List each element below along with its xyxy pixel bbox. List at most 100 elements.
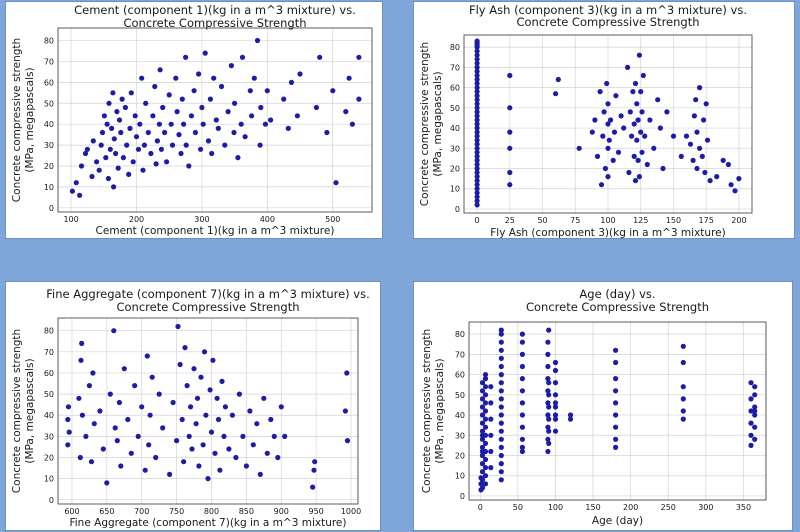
data-point	[179, 416, 185, 423]
data-point	[546, 392, 552, 398]
data-point	[186, 163, 192, 169]
data-point	[635, 117, 641, 123]
data-point	[479, 477, 486, 483]
data-point	[732, 188, 738, 194]
data-point	[239, 54, 246, 60]
data-point	[158, 146, 164, 152]
data-point	[174, 109, 180, 115]
data-point	[141, 142, 147, 148]
data-point	[635, 157, 641, 163]
data-point	[310, 484, 316, 490]
scatter-points	[69, 37, 362, 198]
y-tick-label: 70	[450, 63, 460, 72]
data-point	[474, 141, 480, 147]
x-axis-label: Age (day)	[592, 515, 643, 527]
data-point	[748, 432, 754, 438]
x-tick-label: 200	[623, 503, 638, 512]
data-point	[214, 395, 220, 401]
data-point	[212, 450, 218, 456]
x-tick-label: 150	[585, 503, 600, 512]
data-point	[183, 142, 189, 148]
x-axis-label: Fine Aggregate (component 7)(kg in a m^3…	[69, 517, 346, 529]
data-point	[222, 404, 228, 410]
data-point	[135, 433, 141, 439]
y-tick-label: 70	[44, 57, 54, 66]
data-point	[258, 104, 264, 111]
age-scatter-chart: 0 50 100 150 200 250 300 350 0 10 20 30 40 50 60 70 80 Ag…	[421, 287, 767, 527]
x-tick-label: 600	[64, 507, 79, 516]
data-point	[264, 88, 270, 94]
data-point	[644, 161, 650, 168]
data-point	[238, 121, 244, 127]
data-point	[498, 469, 504, 475]
data-point	[613, 436, 619, 442]
data-point	[218, 83, 225, 90]
data-point	[519, 424, 525, 430]
data-point	[613, 444, 619, 450]
data-point	[188, 113, 194, 119]
data-point	[114, 438, 120, 444]
data-point	[196, 71, 202, 77]
data-point	[474, 149, 480, 155]
data-point	[176, 132, 182, 138]
data-point	[278, 404, 284, 410]
x-axis-label: Cement (component 1)(kg in a m^3 mixture…	[96, 225, 335, 237]
data-point	[752, 384, 758, 390]
data-point	[545, 436, 551, 442]
data-point	[694, 129, 700, 135]
data-point	[498, 396, 504, 402]
data-point	[482, 465, 489, 471]
data-point	[519, 444, 525, 450]
y-tick-label: 0	[460, 492, 465, 501]
y-tick-label: 10	[44, 475, 54, 484]
data-point	[65, 404, 72, 410]
data-point	[519, 331, 525, 337]
data-point	[479, 412, 486, 418]
data-point	[545, 448, 551, 455]
data-point	[474, 97, 480, 103]
data-point	[346, 75, 352, 81]
data-point	[748, 420, 754, 426]
data-point	[615, 149, 622, 155]
data-point	[498, 363, 504, 370]
data-point	[482, 456, 489, 463]
data-point	[602, 165, 608, 172]
data-point	[613, 359, 619, 366]
data-point	[638, 129, 644, 135]
data-point	[629, 133, 635, 139]
data-point	[144, 353, 150, 359]
data-point	[482, 400, 489, 406]
data-point	[488, 448, 494, 455]
data-point	[96, 167, 102, 173]
data-point	[613, 376, 619, 382]
data-point	[474, 109, 480, 115]
data-point	[145, 129, 151, 136]
data-point	[546, 327, 552, 333]
x-tick-label: 300	[698, 503, 713, 512]
data-point	[215, 125, 221, 131]
data-point	[680, 416, 686, 422]
data-point	[482, 473, 489, 479]
data-point	[119, 96, 125, 102]
y-tick-label: 30	[44, 432, 54, 441]
chart-title-line: Concrete Compressive Strength	[526, 300, 709, 314]
data-point	[752, 424, 758, 430]
data-point	[605, 101, 611, 107]
data-point	[498, 339, 504, 345]
data-point	[264, 450, 270, 456]
data-point	[655, 97, 661, 103]
data-point	[680, 384, 686, 390]
data-point	[228, 63, 234, 69]
data-point	[605, 121, 611, 127]
chart-title-line: Age (day) vs.	[579, 287, 655, 301]
data-point	[200, 442, 206, 448]
data-point	[139, 75, 145, 81]
data-point	[231, 129, 237, 136]
data-point	[288, 79, 295, 85]
data-point	[748, 380, 754, 386]
data-point	[474, 202, 480, 208]
data-point	[482, 408, 489, 414]
data-point	[207, 96, 213, 102]
data-point	[83, 433, 89, 439]
data-point	[479, 444, 486, 450]
